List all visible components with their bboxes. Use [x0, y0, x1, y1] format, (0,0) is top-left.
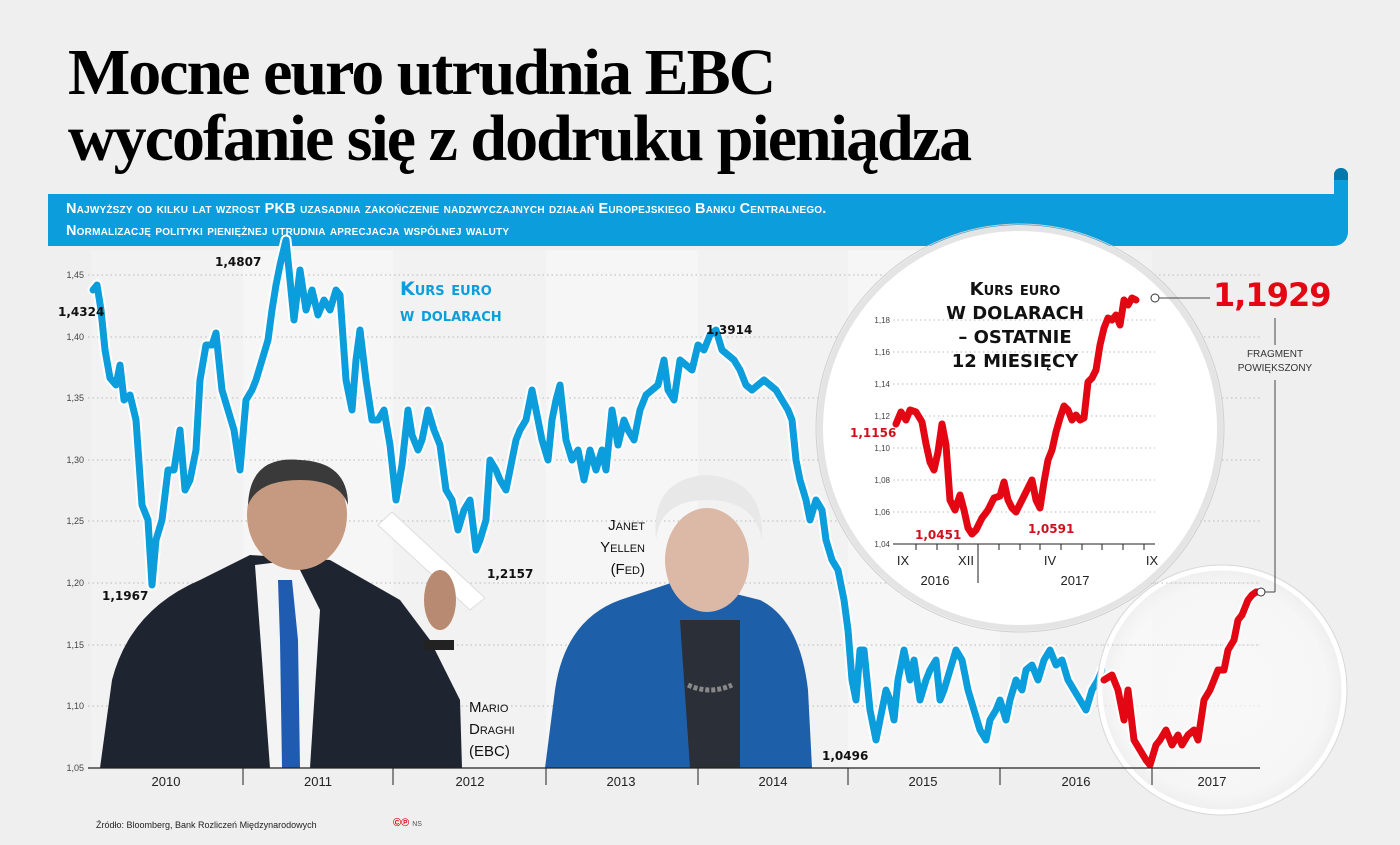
- subtitle-line-2: Normalizację polityki pieniężnej utrudni…: [66, 223, 510, 239]
- svg-text:1,4807: 1,4807: [215, 255, 261, 269]
- x-label-2012: 2012: [456, 774, 485, 789]
- yellen-photo: [545, 475, 812, 768]
- svg-text:1,14: 1,14: [874, 380, 890, 389]
- svg-text:IV: IV: [1044, 553, 1057, 568]
- x-label-2015: 2015: [909, 774, 938, 789]
- svg-text:1,10: 1,10: [874, 444, 890, 453]
- fragment-label: FRAGMENT POWIĘKSZONY: [1230, 348, 1320, 376]
- banner-curl: [1334, 168, 1348, 198]
- svg-text:1,15: 1,15: [66, 640, 84, 650]
- main-series-blue: [87, 234, 1108, 746]
- svg-text:1,0591: 1,0591: [1028, 522, 1074, 536]
- svg-text:1,16: 1,16: [874, 348, 890, 357]
- inset-title-line-4: 12 miesięcy: [951, 351, 1079, 372]
- main-chart-title-line-2: w dolarach: [400, 304, 502, 326]
- inset-gridlines: [893, 319, 1155, 513]
- x-label-2010: 2010: [152, 774, 181, 789]
- svg-text:IX: IX: [897, 553, 910, 568]
- svg-text:1,0451: 1,0451: [915, 528, 961, 542]
- inset-y-labels: 1,18 1,16 1,14 1,12 1,10 1,08 1,06 1,04: [874, 316, 890, 549]
- x-label-2013: 2013: [607, 774, 636, 789]
- x-label-2016: 2016: [1062, 774, 1091, 789]
- x-label-2014: 2014: [759, 774, 788, 789]
- svg-text:2016: 2016: [921, 573, 950, 588]
- main-annotations: 1,4324 1,1967 1,4807 1,2157 1,3914 1,049…: [58, 255, 868, 763]
- inset-x-axis: IX XII IV IX 2016 2017: [893, 543, 1159, 588]
- logo-icon: ©℗: [393, 817, 410, 829]
- fragment-line-2: POWIĘKSZONY: [1237, 363, 1313, 374]
- source-note: Źródło: Bloomberg, Bank Rozliczeń Między…: [96, 820, 317, 830]
- svg-text:1,0496: 1,0496: [822, 749, 868, 763]
- svg-text:1,45: 1,45: [66, 270, 84, 280]
- inset-title-line-2: w dolarach: [946, 303, 1084, 324]
- draghi-caption: Mario Draghi (EBC): [469, 697, 515, 763]
- svg-text:1,3914: 1,3914: [706, 323, 752, 337]
- svg-text:IX: IX: [1146, 553, 1159, 568]
- draghi-photo: [100, 459, 486, 768]
- page-title: Mocne euro utrudnia EBC wycofanie się z …: [68, 36, 972, 175]
- svg-text:1,20: 1,20: [66, 578, 84, 588]
- svg-text:1,1156: 1,1156: [850, 426, 896, 440]
- inset-title-line-3: – ostatnie: [958, 327, 1072, 348]
- svg-text:1,40: 1,40: [66, 332, 84, 342]
- inset-series-red: [890, 292, 1142, 540]
- subtitle-banner: Najwyższy od kilku lat wzrost PKB uzasad…: [48, 194, 1348, 246]
- publisher-logo: ©℗ NS: [393, 817, 422, 829]
- subtitle-line-1: Najwyższy od kilku lat wzrost PKB uzasad…: [66, 201, 827, 217]
- inset-leader: [1150, 293, 1276, 593]
- svg-text:XII: XII: [958, 553, 974, 568]
- svg-text:1,35: 1,35: [66, 393, 84, 403]
- draghi-line-1: Mario: [469, 699, 509, 716]
- svg-text:1,2157: 1,2157: [487, 567, 533, 581]
- title-line-2: wycofanie się z dodruku pieniądza: [68, 102, 972, 175]
- inset-chart-title: Kurs euro w dolarach – ostatnie 12 miesi…: [920, 278, 1110, 374]
- inset-annotations: 1,1156 1,0451 1,0591: [850, 426, 1074, 542]
- yellen-line-2: Yellen: [600, 539, 645, 556]
- main-series-red: [1098, 586, 1266, 771]
- svg-text:1,10: 1,10: [66, 701, 84, 711]
- x-label-2017: 2017: [1198, 774, 1227, 789]
- y-axis-labels: 1,45 1,40 1,35 1,30 1,25 1,20 1,15 1,10 …: [66, 270, 84, 773]
- svg-text:1,25: 1,25: [66, 516, 84, 526]
- main-chart-title: Kurs euro w dolarach: [400, 276, 502, 328]
- svg-text:1,12: 1,12: [874, 412, 890, 421]
- last-value-label: 1,1929: [1213, 276, 1331, 314]
- yellen-line-3: (Fed): [610, 561, 645, 578]
- author-initials: NS: [412, 821, 422, 828]
- yellen-line-1: Janet: [608, 517, 645, 534]
- zoom-lens-small: [1096, 564, 1348, 816]
- draghi-line-2: Draghi: [469, 721, 515, 738]
- inset-title-line-1: Kurs euro: [969, 279, 1061, 300]
- yellen-caption: Janet Yellen (Fed): [575, 515, 645, 581]
- title-line-1: Mocne euro utrudnia EBC: [68, 36, 776, 109]
- svg-text:1,4324: 1,4324: [58, 305, 104, 319]
- svg-text:1,05: 1,05: [66, 763, 84, 773]
- main-chart-title-line-1: Kurs euro: [400, 278, 492, 300]
- draghi-line-3: (EBC): [469, 743, 510, 760]
- svg-text:2017: 2017: [1061, 573, 1090, 588]
- svg-text:1,04: 1,04: [874, 540, 890, 549]
- svg-text:1,1967: 1,1967: [102, 589, 148, 603]
- fragment-line-1: FRAGMENT: [1246, 349, 1304, 360]
- svg-text:1,08: 1,08: [874, 476, 890, 485]
- x-label-2011: 2011: [304, 774, 332, 789]
- svg-text:1,30: 1,30: [66, 455, 84, 465]
- svg-text:1,06: 1,06: [874, 508, 890, 517]
- x-axis: 2010 2011 2012 2013 2014 2015 2016 2017: [88, 767, 1260, 789]
- svg-text:1,18: 1,18: [874, 316, 890, 325]
